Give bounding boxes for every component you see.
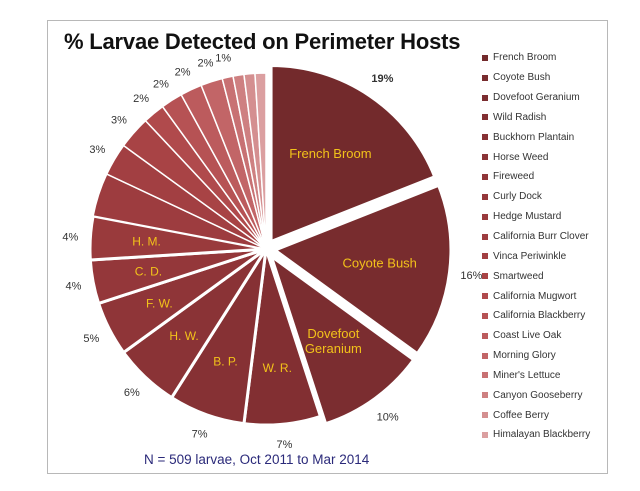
legend-item: Fireweed [482, 167, 590, 187]
legend-swatch [482, 114, 488, 121]
percent-label: 10% [377, 411, 399, 423]
slice-label: Coyote Bush [342, 255, 416, 270]
legend-label: Dovefoot Geranium [493, 92, 580, 104]
percent-label: 2% [175, 67, 191, 79]
legend-item: Himalayan Blackberry [482, 425, 590, 445]
legend-label: Fireweed [493, 171, 535, 183]
legend-swatch [482, 273, 488, 280]
legend-item: Coyote Bush [482, 68, 590, 88]
percent-label: 2% [133, 93, 149, 105]
percent-label: 5% [83, 333, 99, 345]
slice-label: Dovefoot [307, 326, 359, 341]
legend-swatch [482, 213, 488, 220]
legend-label: Horse Weed [493, 151, 549, 163]
legend-swatch [482, 372, 488, 379]
slice-label: C. D. [135, 264, 162, 278]
legend-item: Morning Glory [482, 346, 590, 366]
percent-label: 3% [111, 114, 127, 126]
pie-slice [268, 252, 416, 426]
percent-label: 2% [153, 79, 169, 91]
legend-label: Miner's Lettuce [493, 369, 561, 381]
legend-label: Morning Glory [493, 350, 556, 362]
slice-label: W. R. [263, 361, 292, 375]
legend-label: Buckhorn Plantain [493, 131, 575, 143]
slice-label: Geranium [305, 341, 362, 356]
legend-swatch [482, 54, 488, 61]
legend-swatch [482, 431, 488, 438]
legend-swatch [482, 392, 488, 399]
legend-label: French Broom [493, 52, 557, 64]
legend-label: Smartweed [493, 270, 544, 282]
legend-item: Coffee Berry [482, 405, 590, 425]
legend-label: Canyon Gooseberry [493, 389, 583, 401]
legend-label: Coyote Bush [493, 72, 551, 84]
legend-item: Coast Live Oak [482, 326, 590, 346]
pie-slice [271, 183, 453, 356]
legend-item: Buckhorn Plantain [482, 127, 590, 147]
legend-swatch [482, 293, 488, 300]
legend-item: French Broom [482, 48, 590, 68]
slice-label: French Broom [289, 146, 371, 161]
legend-swatch [482, 173, 488, 180]
legend-label: California Burr Clover [493, 231, 589, 243]
percent-label: 4% [62, 232, 78, 244]
chart-title: % Larvae Detected on Perimeter Hosts [64, 29, 461, 54]
legend-item: Wild Radish [482, 108, 590, 128]
legend-swatch [482, 312, 488, 319]
legend-item: California Blackberry [482, 306, 590, 326]
legend-label: California Blackberry [493, 310, 586, 322]
legend-swatch [482, 94, 488, 101]
legend-item: Miner's Lettuce [482, 366, 590, 386]
legend-swatch [482, 154, 488, 161]
legend-swatch [482, 134, 488, 141]
legend-label: Curly Dock [493, 191, 542, 203]
legend-swatch [482, 332, 488, 339]
legend-item: California Mugwort [482, 286, 590, 306]
legend-swatch [482, 193, 488, 200]
percent-label: 16% [460, 270, 482, 282]
legend-item: Smartweed [482, 266, 590, 286]
pie-slice [254, 72, 267, 250]
legend-label: Hedge Mustard [493, 211, 562, 223]
slice-label: H. M. [132, 234, 161, 248]
percent-label: 2% [197, 58, 213, 70]
legend-item: Canyon Gooseberry [482, 385, 590, 405]
legend-label: Himalayan Blackberry [493, 429, 591, 441]
legend-swatch [482, 233, 488, 240]
percent-label: 7% [192, 428, 208, 440]
legend-label: California Mugwort [493, 290, 577, 302]
percent-label: 3% [89, 144, 105, 156]
percent-label: 19% [371, 73, 393, 85]
legend-swatch [482, 412, 488, 419]
percent-label: 6% [124, 387, 140, 399]
chart-frame: % Larvae Detected on Perimeter Hosts Fre… [47, 20, 608, 474]
legend: French Broom Coyote Bush Dovefoot Geranium… [482, 48, 590, 445]
slice-label: H. W. [169, 329, 198, 343]
legend-label: Vinca Periwinkle [493, 250, 567, 262]
legend-label: Coffee Berry [493, 409, 549, 421]
percent-label: 7% [276, 439, 292, 451]
percent-label: 1% [215, 53, 231, 65]
legend-item: Hedge Mustard [482, 207, 590, 227]
legend-item: Horse Weed [482, 147, 590, 167]
legend-label: Wild Radish [493, 111, 547, 123]
legend-label: Coast Live Oak [493, 330, 562, 342]
pie-chart: French Broom 19% Coyote Bush 16% DovefootGer… [62, 53, 482, 451]
pie-slice [269, 64, 437, 244]
legend-item: Curly Dock [482, 187, 590, 207]
chart-footnote: N = 509 larvae, Oct 2011 to Mar 2014 [144, 452, 370, 467]
legend-swatch [482, 74, 488, 81]
legend-item: California Burr Clover [482, 227, 590, 247]
legend-item: Dovefoot Geranium [482, 88, 590, 108]
legend-swatch [482, 352, 488, 359]
legend-item: Vinca Periwinkle [482, 246, 590, 266]
slice-label: F. W. [146, 296, 173, 310]
percent-label: 4% [66, 281, 82, 293]
slice-label: B. P. [213, 355, 237, 369]
legend-swatch [482, 253, 488, 260]
